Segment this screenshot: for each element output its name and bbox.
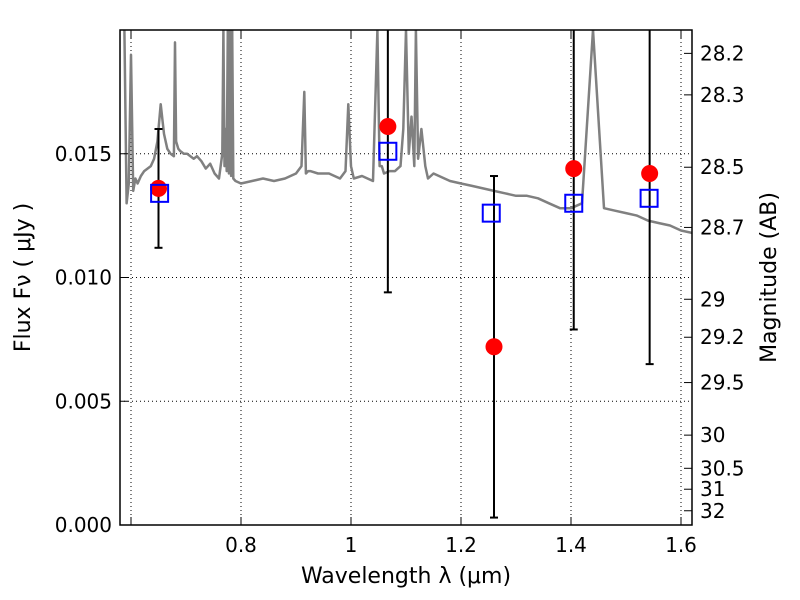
- grid: [120, 30, 692, 526]
- plot-area: [123, 30, 692, 519]
- x-tick-label: 1.2: [445, 533, 477, 557]
- x-tick-label: 1.6: [665, 533, 697, 557]
- mag-tick-label: 28.3: [700, 83, 745, 107]
- y-axis-label: Flux Fν ( μJy ): [11, 203, 36, 352]
- observed-flux-point: [565, 160, 583, 178]
- mag-tick-label: 30.5: [700, 456, 745, 480]
- y-tick-label: 0.005: [55, 389, 112, 413]
- series-group: [123, 30, 692, 519]
- model-band-square: [639, 188, 659, 208]
- mag-tick-label: 28.2: [700, 41, 745, 65]
- mag-tick-label: 30: [700, 423, 725, 447]
- right-y-axis-label: Magnitude (AB): [757, 192, 782, 363]
- mag-tick-label: 28.5: [700, 155, 745, 179]
- mag-tick-label: 29.5: [700, 371, 745, 395]
- y-tick-label: 0.010: [55, 266, 112, 290]
- mag-tick-label: 29.2: [700, 325, 745, 349]
- mag-tick-label: 29: [700, 287, 725, 311]
- x-tick-label: 1.4: [555, 533, 587, 557]
- y-tick-label: 0.000: [55, 513, 112, 537]
- axes: 0.8 1 1.2 1.4 1.6 0.000 0.005 0.010 0.015 28.2 28.…: [55, 29, 745, 557]
- model-band-square: [564, 193, 584, 213]
- observed-flux-point: [641, 165, 659, 183]
- y-tick-label: 0.015: [55, 142, 112, 166]
- axes-frame: [119, 29, 693, 526]
- observed-flux-point: [485, 338, 503, 356]
- x-tick-label: 1: [345, 533, 358, 557]
- mag-tick-label: 31: [700, 477, 725, 501]
- observed-flux-point: [379, 118, 397, 136]
- x-axis-label: Wavelength λ (μm): [301, 564, 511, 589]
- mag-tick-label: 28.7: [700, 215, 745, 239]
- spectrum-line: [123, 30, 692, 235]
- observed-flux-point: [150, 179, 167, 197]
- model-band-square: [481, 203, 501, 223]
- model-band-square: [378, 141, 398, 161]
- model-band-square: [150, 183, 170, 203]
- axis-labels: Wavelength λ (μm) Flux Fν ( μJy ) Magnit…: [11, 192, 782, 589]
- mag-tick-label: 32: [700, 499, 725, 523]
- x-tick-label: 0.8: [225, 533, 257, 557]
